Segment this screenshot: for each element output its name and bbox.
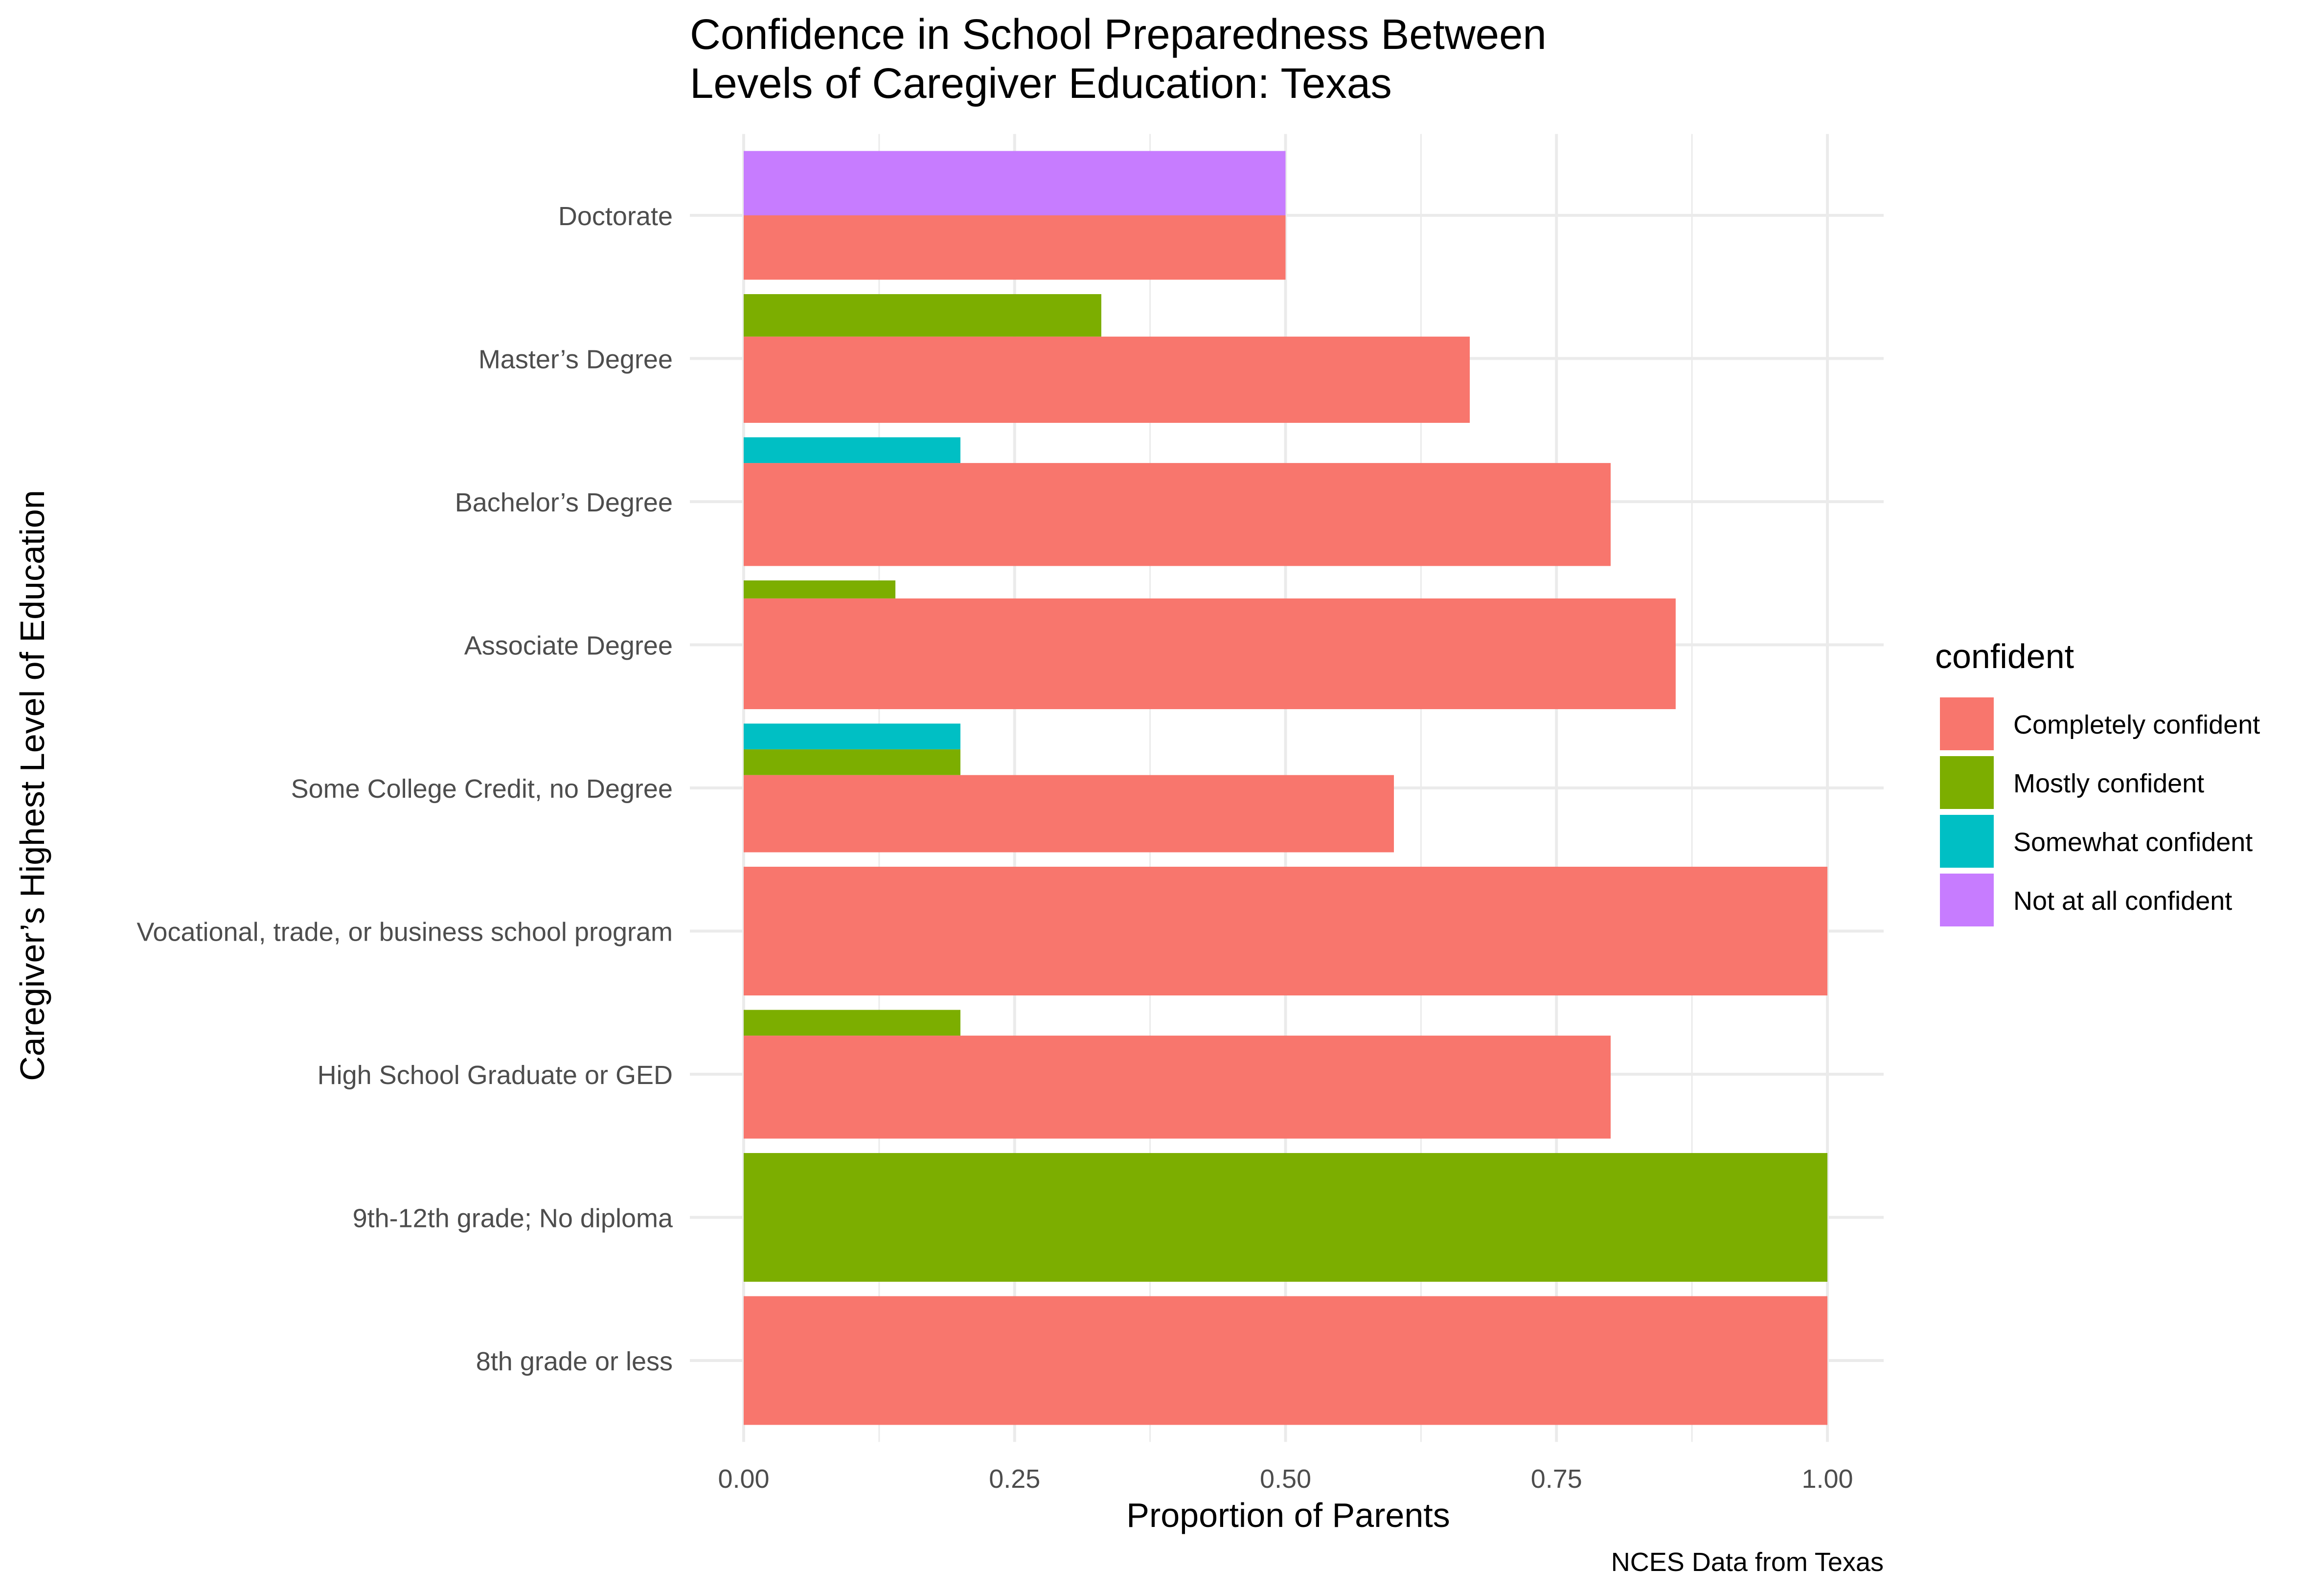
legend-label: Not at all confident [2013, 886, 2232, 916]
legend-key [1940, 697, 1994, 750]
y-tick-label: Doctorate [558, 202, 673, 231]
chart-caption: NCES Data from Texas [1611, 1547, 1884, 1577]
bar [744, 598, 1676, 709]
bar [744, 775, 1394, 853]
chart-title: Confidence in School Preparedness Betwee… [690, 11, 1547, 107]
legend-items: Completely confident Mostly confident Some… [1940, 697, 2260, 926]
bar [744, 580, 896, 599]
plot-panel [690, 134, 1884, 1442]
bars-layer [744, 151, 1827, 1425]
legend: confident Completely confident Mostly con… [1935, 637, 2260, 926]
x-tick-label: 0.75 [1531, 1464, 1582, 1494]
x-tick-label: 1.00 [1801, 1464, 1853, 1494]
y-axis-title: Caregiver’s Highest Level of Education [13, 490, 51, 1081]
chart-title-line: Confidence in School Preparedness Betwee… [690, 11, 1547, 58]
bar [744, 336, 1470, 423]
x-tick-labels: 0.00 0.25 0.50 0.75 1.00 [718, 1464, 1853, 1494]
bar [744, 1153, 1827, 1282]
x-tick-label: 0.50 [1260, 1464, 1311, 1494]
bar [744, 215, 1286, 280]
legend-label: Mostly confident [2013, 769, 2204, 798]
bar [744, 1036, 1611, 1139]
x-tick-label: 0.00 [718, 1464, 769, 1494]
legend-key [1940, 815, 1994, 868]
legend-key [1940, 756, 1994, 809]
bar [744, 437, 960, 463]
y-tick-label: High School Graduate or GED [318, 1061, 673, 1090]
legend-label: Somewhat confident [2013, 828, 2253, 857]
y-tick-label: 9th-12th grade; No diploma [353, 1204, 673, 1233]
x-tick-label: 0.25 [989, 1464, 1040, 1494]
legend-key [1940, 874, 1994, 926]
y-tick-label: 8th grade or less [476, 1347, 673, 1376]
bar [744, 294, 1101, 337]
legend-title: confident [1935, 637, 2074, 675]
bar [744, 723, 960, 750]
y-tick-labels: Doctorate Master’s Degree Bachelor’s Degre… [137, 202, 673, 1376]
chart-title-line: Levels of Caregiver Education: Texas [690, 60, 1392, 107]
bar [744, 1010, 960, 1036]
y-tick-label: Some College Credit, no Degree [291, 774, 673, 804]
bar [744, 867, 1827, 995]
y-tick-label: Vocational, trade, or business school pr… [137, 918, 673, 947]
bar [744, 1296, 1827, 1425]
y-tick-label: Master’s Degree [478, 345, 673, 374]
bar [744, 463, 1611, 566]
legend-label: Completely confident [2013, 710, 2260, 739]
y-tick-label: Associate Degree [464, 631, 673, 661]
y-tick-label: Bachelor’s Degree [455, 488, 673, 517]
bar [744, 151, 1286, 215]
x-axis-title: Proportion of Parents [1126, 1496, 1450, 1534]
bar [744, 749, 960, 775]
